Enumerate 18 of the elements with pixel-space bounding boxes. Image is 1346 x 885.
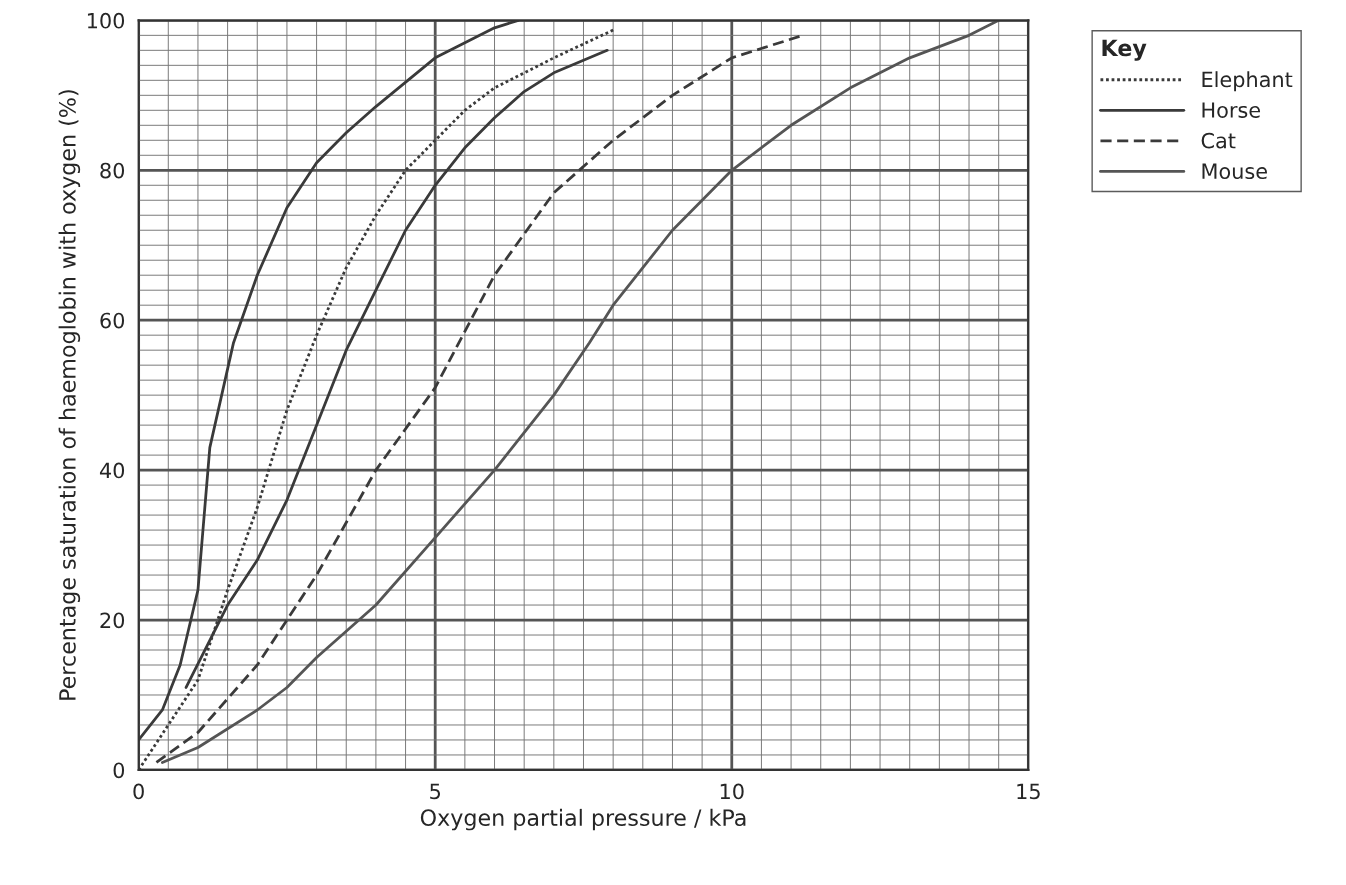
x-tick-label: 0 bbox=[133, 783, 144, 800]
y-axis-title: Percentage saturation of haemoglobin with oxygen (%) bbox=[58, 90, 81, 700]
y-tick-label: 20 bbox=[100, 612, 125, 629]
legend-label: Cat bbox=[1201, 132, 1236, 149]
x-tick-label: 10 bbox=[720, 783, 744, 800]
x-axis-title: Oxygen partial pressure / kPa bbox=[420, 808, 746, 831]
y-tick-label: 0 bbox=[113, 762, 125, 779]
legend-title: Key bbox=[1102, 39, 1147, 61]
legend-label: Mouse bbox=[1202, 163, 1267, 180]
line-series bbox=[184, 48, 609, 689]
legend-label: Elephant bbox=[1202, 71, 1293, 92]
x-tick-label: 15 bbox=[1017, 783, 1040, 800]
y-tick-label: 80 bbox=[100, 162, 125, 179]
x-tick-label: 5 bbox=[430, 783, 441, 800]
y-tick-label: 100 bbox=[87, 12, 125, 29]
y-tick-label: 60 bbox=[100, 312, 125, 329]
y-tick-label: 40 bbox=[99, 462, 125, 479]
legend-label: Horse bbox=[1202, 102, 1261, 118]
